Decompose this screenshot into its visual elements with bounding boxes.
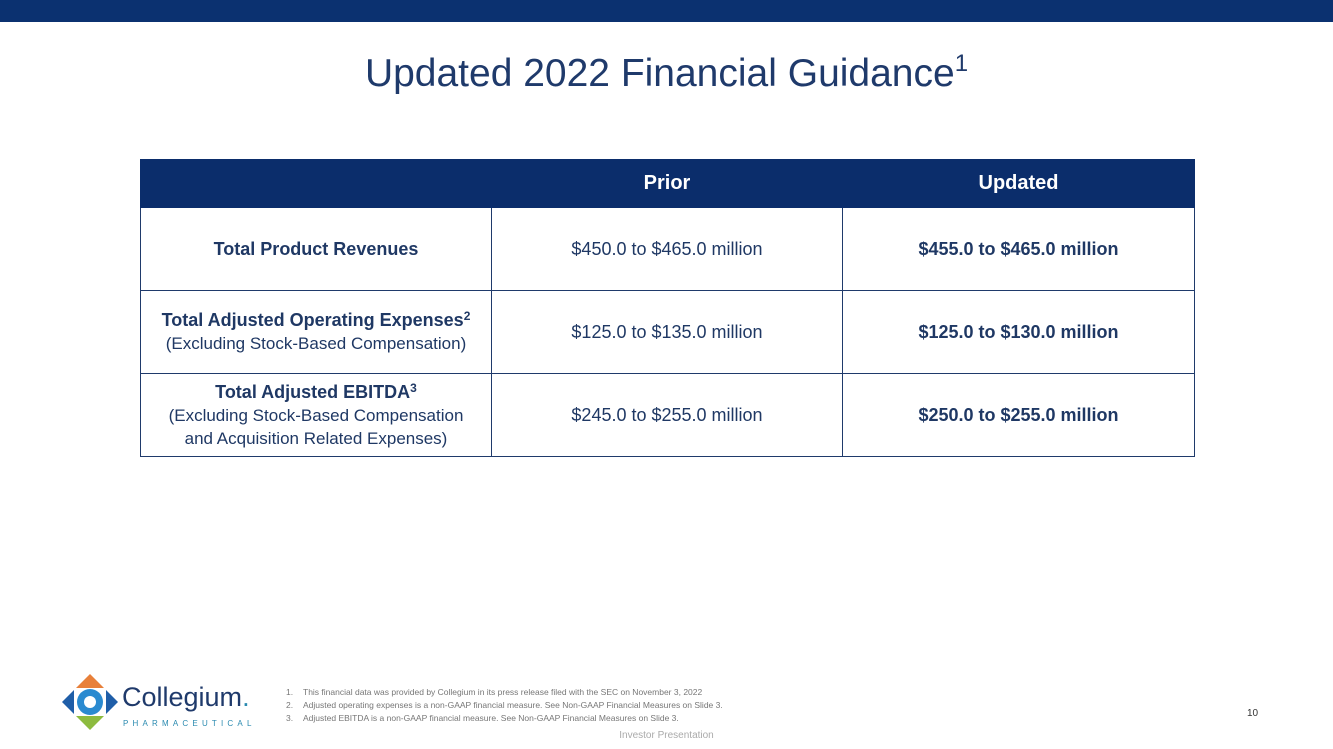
brand-sub: PHARMACEUTICAL [123,719,256,728]
footnote-number: 3. [286,713,294,723]
logo-mark [62,674,118,730]
footnote-text: This financial data was provided by Coll… [303,687,703,697]
brand-text: Collegium [122,682,243,712]
prior-value: $245.0 to $255.0 million [491,373,843,457]
page-number: 10 [1247,708,1259,719]
label-note: (Excluding Stock-Based Compensation [168,405,464,425]
label-footnote: 3 [410,380,417,395]
table-row: Total Product Revenues $450.0 to $465.0 m… [140,207,1195,291]
footnote-number: 1. [286,687,294,697]
footnote: 2. Adjusted operating expenses is a non-G… [286,699,723,712]
label-text: Total Product Revenues [213,238,419,259]
title-footnote: 1 [954,50,969,77]
prior-value: $125.0 to $135.0 million [491,290,843,374]
row-label: Total Adjusted EBITDA3 (Excluding Stock-B… [140,373,492,457]
label-footnote: 2 [463,309,471,323]
label-note: and Acquisition Related Expenses) [184,428,448,448]
updated-value: $250.0 to $255.0 million [842,373,1195,457]
header-cell [140,159,492,208]
table-row: Total Adjusted Operating Expenses2 (Exclu… [140,290,1195,374]
label-note: (Excluding Stock-Based Compensation) [165,334,467,353]
column-header: Updated [842,159,1195,208]
header-row: Prior Updated [140,159,1195,208]
brand-mark: . [242,682,250,712]
footnote-text: Adjusted EBITDA is a non-GAAP financial … [303,713,679,723]
footnotes: 1. This financial data was provided by Co… [286,686,723,725]
column-header: Prior [491,159,843,208]
row-label: Total Adjusted Operating Expenses2 (Exclu… [140,290,492,374]
prior-value: $450.0 to $465.0 million [491,207,843,291]
footnote-number: 2. [286,700,294,710]
table-row: Total Adjusted EBITDA3 (Excluding Stock-B… [140,373,1195,457]
guidance-table: Prior Updated Total Product Revenues $450.… [140,159,1195,457]
footnote: 3. Adjusted EBITDA is a non-GAAP financia… [286,712,723,725]
label-text: Total Adjusted EBITDA [215,381,411,402]
updated-value: $455.0 to $465.0 million [842,207,1195,291]
updated-value: $125.0 to $130.0 million [842,290,1195,374]
row-label: Total Product Revenues [140,207,492,291]
label-text: Total Adjusted Operating Expenses [161,310,464,330]
footnote-text: Adjusted operating expenses is a non-GAA… [303,700,723,710]
slide-title: Updated 2022 Financial Guidance1 [0,52,1333,96]
footnote: 1. This financial data was provided by Co… [286,686,723,699]
brand-name: Collegium. [122,682,250,713]
presentation-label: Investor Presentation [619,730,714,741]
table-body: Total Product Revenues $450.0 to $465.0 m… [140,207,1195,457]
top-bar [0,0,1333,22]
title-text: Updated 2022 Financial Guidance [364,52,955,95]
